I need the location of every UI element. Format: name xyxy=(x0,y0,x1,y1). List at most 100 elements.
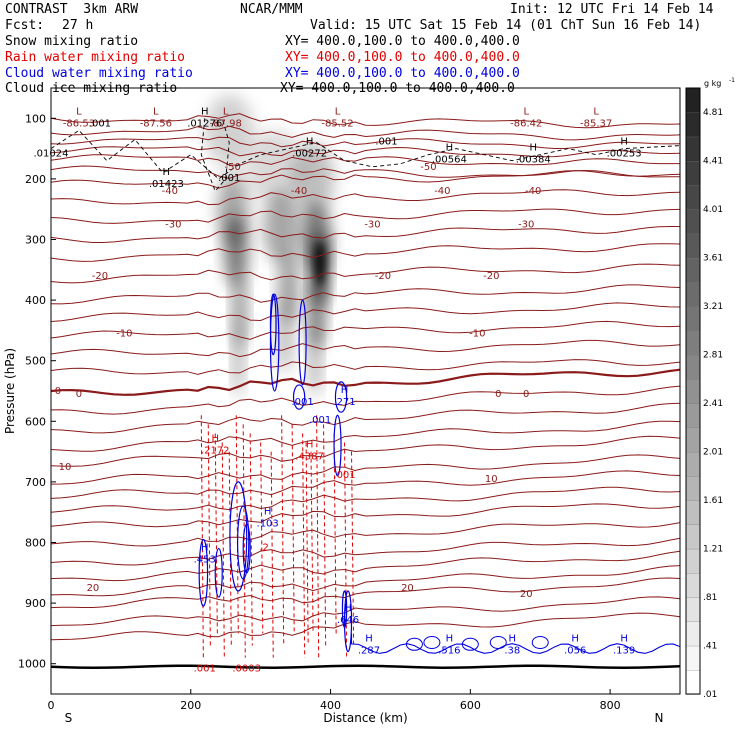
terrain-line xyxy=(51,664,680,669)
colorbar-label-12: .01 xyxy=(703,690,717,700)
colorbar-label-2: 4.01 xyxy=(703,205,723,215)
extremum-mark-28: H xyxy=(365,634,373,645)
temperature-contour-28 xyxy=(51,550,680,582)
temperature-contour-4 xyxy=(51,154,680,166)
temperature-label-2: -50 xyxy=(420,162,436,173)
cloudwater-contour-7 xyxy=(292,384,306,410)
colorbar-segment-23 xyxy=(685,112,701,138)
temperature-contour-29 xyxy=(51,565,680,597)
y-axis-label: Pressure (hPa) xyxy=(3,348,17,434)
temperature-contour-24 xyxy=(51,486,680,513)
extremum-value-16: .2172 xyxy=(201,446,230,457)
colorbar-segment-5 xyxy=(685,548,701,574)
temperature-contour-10 xyxy=(51,243,680,262)
rain-contour-2 xyxy=(214,433,218,634)
cloudwater-contour-6 xyxy=(298,299,307,386)
extremum-mark-12: H xyxy=(529,143,537,154)
colorbar-segment-19 xyxy=(685,209,701,235)
temperature-label-15: 0 xyxy=(55,386,61,397)
extremum-mark-23: H xyxy=(341,385,349,396)
colorbar-segment-15 xyxy=(685,306,701,332)
colorbar-units: g kg xyxy=(704,79,721,88)
extremum-value-3: -85.52 xyxy=(321,118,353,129)
colorbar-segment-21 xyxy=(685,160,701,186)
temperature-label-16: 0 xyxy=(76,389,82,400)
colorbar-label-10: .81 xyxy=(703,593,717,603)
rain-contour-18 xyxy=(344,442,348,658)
cloudwater-contour-5 xyxy=(269,293,277,356)
rain-contour-19 xyxy=(351,451,355,646)
temperature-contour-9 xyxy=(51,226,680,243)
extremum-value-22: .001 xyxy=(291,397,313,408)
extremum-value-5: -85.37 xyxy=(580,118,612,129)
extremum-value-0: -86.53 xyxy=(63,118,95,129)
extremum-mark-7: H xyxy=(201,106,209,117)
temperature-contour-27 xyxy=(51,537,680,566)
colorbar-segment-16 xyxy=(685,281,701,307)
extremum-value-20: .0003 xyxy=(232,664,261,675)
temperature-label-13: -10 xyxy=(116,328,132,339)
y-tick-label-5: 600 xyxy=(25,415,46,428)
cloudwater-contour-8 xyxy=(334,381,348,413)
colorbar-segment-6 xyxy=(685,524,701,550)
rain-contour-12 xyxy=(302,433,306,658)
extremum-mark-32: H xyxy=(620,634,628,645)
y-tick-label-3: 400 xyxy=(25,294,46,307)
y-tick-label-1: 200 xyxy=(25,173,46,186)
rain-contour-14 xyxy=(310,451,314,634)
snow-max-core xyxy=(315,241,326,286)
init-time: Init: 12 UTC Fri 14 Feb 14 xyxy=(510,2,714,17)
temperature-contour-23 xyxy=(51,470,680,499)
extremum-value-32: .139 xyxy=(613,646,635,657)
extremum-mark-10: H xyxy=(306,137,314,148)
extremum-value-7: .01276 xyxy=(187,118,222,129)
colorbar-segment-10 xyxy=(685,427,701,453)
extremum-value-19: .001 xyxy=(194,664,216,675)
colorbar-segment-13 xyxy=(685,354,701,380)
temperature-label-14: -10 xyxy=(469,328,485,339)
rain-contour-8 xyxy=(260,442,264,634)
temperature-contour-32 xyxy=(51,612,680,641)
rain-contour-10 xyxy=(281,415,285,646)
temperature-contour-15 xyxy=(51,339,680,358)
extremum-mark-31: H xyxy=(571,634,579,645)
temperature-label-7: -30 xyxy=(165,219,181,230)
extremum-value-18: .001 xyxy=(333,470,355,481)
colorbar-label-0: 4.81 xyxy=(703,108,723,118)
colorbar-segment-2 xyxy=(685,621,701,647)
temperature-label-23: 20 xyxy=(520,589,533,600)
extremum-mark-17: H xyxy=(306,440,314,451)
colorbar-label-5: 2.81 xyxy=(703,350,723,360)
colorbar-segment-8 xyxy=(685,475,701,501)
rain-contour-1 xyxy=(207,424,211,646)
x-tick-label-0: 0 xyxy=(48,699,55,712)
extremum-mark-1: L xyxy=(153,106,159,117)
extremum-value-26: .453 xyxy=(194,555,216,566)
cloudwater-contour-4 xyxy=(269,293,280,392)
colorbar-frame xyxy=(685,87,701,695)
temperature-label-22: 20 xyxy=(401,583,414,594)
temperature-contour-26 xyxy=(51,522,680,547)
x-tick-label-2: 400 xyxy=(320,699,341,712)
colorbar-segment-7 xyxy=(685,499,701,525)
cloudwater-lowlevel xyxy=(350,633,680,654)
y-tick-label-2: 300 xyxy=(25,234,46,247)
extremum-value-1: -87.56 xyxy=(140,118,172,129)
rain-contour-13 xyxy=(305,442,309,646)
rain-contour-5 xyxy=(235,415,239,634)
model-title: CONTRAST 3km ARW xyxy=(5,2,139,17)
temperature-contour-6 xyxy=(51,170,680,189)
legend-rain-xy: XY= 400.0,100.0 to 400.0,400.0 xyxy=(285,50,520,65)
legend-cloudwater-label: Cloud water mixing ratio xyxy=(5,66,193,81)
extremum-value-8: .001 xyxy=(375,136,397,147)
cloud-ice-contour-1 xyxy=(200,118,230,192)
extremum-value-30: .38 xyxy=(504,646,520,657)
extremum-value-31: .056 xyxy=(564,646,586,657)
extremum-mark-29: H xyxy=(446,634,454,645)
colorbar-segment-9 xyxy=(685,451,701,477)
y-tick-label-8: 900 xyxy=(25,597,46,610)
extremum-mark-0: L xyxy=(76,106,82,117)
temperature-contour-19 xyxy=(51,402,680,434)
extremum-value-23: .271 xyxy=(333,397,355,408)
colorbar-label-8: 1.61 xyxy=(703,496,723,506)
